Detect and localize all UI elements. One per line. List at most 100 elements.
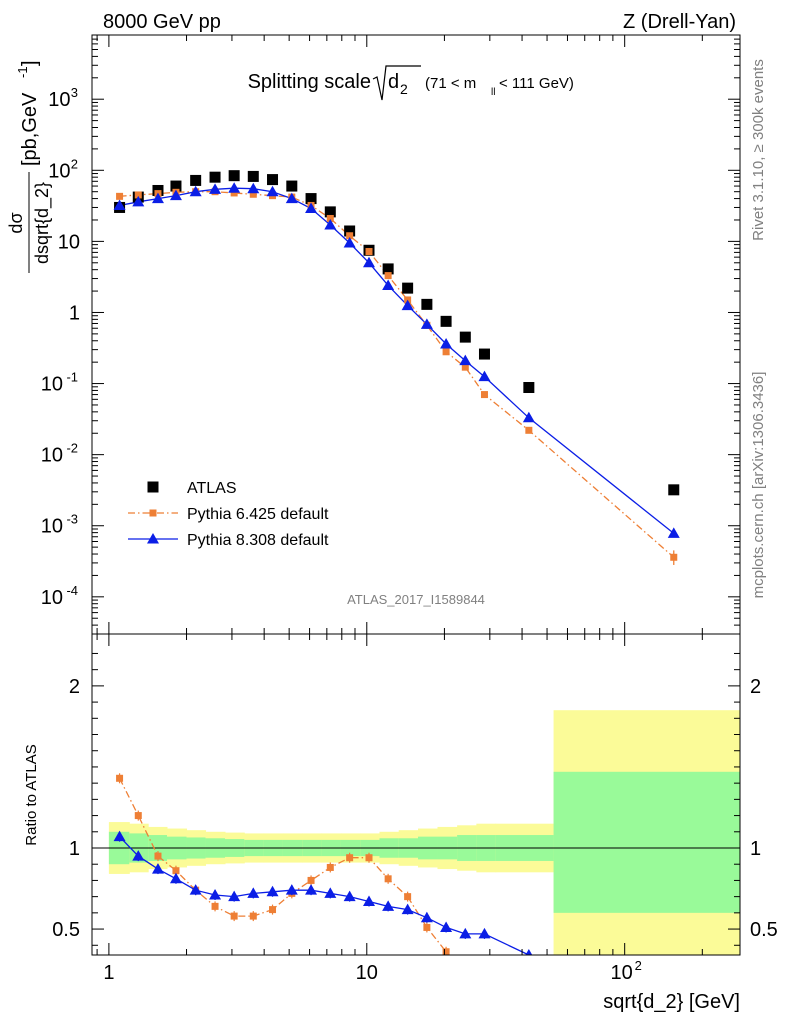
series-line-1 [119, 191, 675, 558]
ytick-label-exp: -4 [66, 583, 78, 598]
ytick-label-exp: -2 [66, 441, 78, 456]
ratio-marker-s0-p3 [172, 867, 180, 875]
ytick-label-4: 1 [69, 302, 80, 324]
ratio-series-group [113, 773, 533, 955]
ylabel-unit-close: ] [19, 60, 41, 66]
ratio-marker-s1-p12 [343, 890, 356, 902]
marker-s0-p9 [286, 180, 298, 192]
marker-s1-p19 [480, 391, 488, 399]
rivet-version-text: Rivet 3.1.10, ≥ 300k events [750, 59, 767, 241]
marker-s2-p18 [459, 354, 472, 366]
marker-s0-p7 [247, 170, 259, 182]
marker-s0-p14 [382, 263, 394, 275]
legend-label-1: Pythia 6.425 default [187, 506, 329, 523]
marker-s0-p16 [421, 298, 433, 310]
ratio-marker-s0-p0 [116, 774, 124, 782]
ratio-marker-s1-p16 [420, 911, 433, 923]
marker-s1-p18 [461, 363, 469, 371]
marker-s0-p15 [402, 282, 414, 294]
marker-s1-p20 [525, 426, 533, 434]
marker-s0-p11 [324, 206, 336, 218]
ratio-marker-s1-p17 [440, 921, 453, 932]
ratio-ytick-label-right-2: 2 [750, 676, 761, 698]
ratio-marker-s1-p11 [324, 887, 337, 898]
ratio-marker-s1-p20 [525, 949, 533, 955]
mcplots-text: mcplots.cern.ch [arXiv:1306.3436] [750, 372, 767, 599]
ratio-marker-s1-p1 [132, 850, 145, 861]
ytick-label-exp: -3 [66, 512, 78, 527]
ytick-label-base: 1 [69, 302, 80, 324]
marker-s0-p10 [305, 193, 317, 205]
legend: ATLAS Pythia 6.425 default Pythia 8.308 de… [128, 480, 329, 549]
ytick-label-base: 10 [48, 89, 70, 111]
ytick-label-base: 10 [41, 587, 63, 609]
ratio-marker-s1-p13 [363, 895, 376, 906]
marker-s2-p11 [324, 218, 337, 230]
ratio-frame [91, 633, 741, 956]
legend-marker-0 [147, 481, 159, 493]
ratio-marker-s0-p6 [230, 912, 238, 920]
axis-ticks [92, 34, 740, 955]
ytick-label-2: -210 [41, 441, 78, 467]
main-ylabel: dσ dsqrt{d_2} [pb,GeV -1 ] [6, 60, 53, 273]
plot-frames [91, 34, 741, 956]
xtick-label-2: 10 2 [611, 958, 642, 984]
marker-s2-p7 [247, 182, 260, 194]
marker-s1-p6 [230, 189, 238, 197]
marker-s2-p19 [478, 370, 491, 382]
ratio-marker-s0-p13 [365, 854, 373, 862]
marker-s1-p7 [249, 190, 257, 198]
ytick-label-base: 10 [41, 516, 63, 538]
marker-s2-p3 [169, 189, 182, 201]
ratio-marker-s1-p2 [151, 863, 164, 874]
ytick-label-0: -410 [41, 583, 78, 609]
xtick-label-base: 10 [356, 962, 378, 984]
ytick-label-6: 210 [48, 156, 78, 182]
marker-s0-p20 [523, 382, 535, 394]
ytick-label-exp: -1 [66, 370, 78, 385]
marker-s2-p4 [189, 185, 202, 197]
plot-title-main: Splitting scale [248, 71, 371, 93]
xtick-label-base: 1 [103, 962, 114, 984]
ratio-marker-s1-p0 [113, 830, 126, 842]
marker-s2-p14 [382, 279, 395, 290]
band-stat-bin [553, 771, 740, 913]
ratio-marker-s0-p2 [154, 852, 162, 860]
ratio-ytick-label-right-1: 1 [750, 838, 761, 860]
ytick-label-3: -110 [41, 370, 78, 396]
marker-s2-p12 [343, 236, 356, 248]
ratio-marker-s0-p7 [249, 912, 257, 920]
ratio-marker-s0-p12 [346, 854, 354, 862]
plot-title: Splitting scale d 2 (71 < m ll < 111 GeV… [248, 65, 574, 101]
ratio-marker-s0-p1 [134, 812, 142, 820]
ratio-marker-s1-p10 [305, 884, 318, 895]
ytick-label-base: 10 [41, 445, 63, 467]
analysis-id: ATLAS_2017_I1589844 [347, 592, 485, 607]
ratio-marker-s1-p5 [209, 889, 222, 900]
plot-title-range: (71 < m [425, 75, 476, 92]
marker-s0-p19 [478, 348, 490, 360]
ratio-marker-s0-p14 [384, 875, 392, 883]
marker-s0-p21 [668, 484, 680, 496]
ylabel-denominator: dsqrt{d_2} [32, 182, 53, 264]
marker-s1-p12 [346, 232, 354, 240]
ytick-label-1: -310 [41, 512, 78, 538]
plot-title-sqrt-sub: 2 [400, 81, 408, 97]
sqrt-sign-icon [372, 65, 421, 101]
ratio-marker-s1-p4 [189, 884, 202, 895]
ratio-marker-s1-p8 [266, 885, 279, 897]
marker-s2-p21 [667, 527, 680, 538]
legend-marker-2 [147, 533, 159, 544]
ratio-marker-s0-p16 [423, 923, 431, 931]
ratio-ytick-label-left-0: 0.5 [52, 919, 80, 941]
marker-s1-p13 [365, 248, 373, 256]
ratio-ytick-label-right-0: 0.5 [750, 919, 778, 941]
ratio-ylabel: Ratio to ATLAS [23, 744, 40, 845]
plot-title-range-end: < 111 GeV) [499, 75, 574, 92]
marker-s2-p20 [522, 411, 535, 423]
ratio-marker-s0-p15 [404, 893, 412, 901]
xtick-label-0: 1 [103, 962, 114, 984]
marker-s2-p16 [420, 318, 433, 329]
